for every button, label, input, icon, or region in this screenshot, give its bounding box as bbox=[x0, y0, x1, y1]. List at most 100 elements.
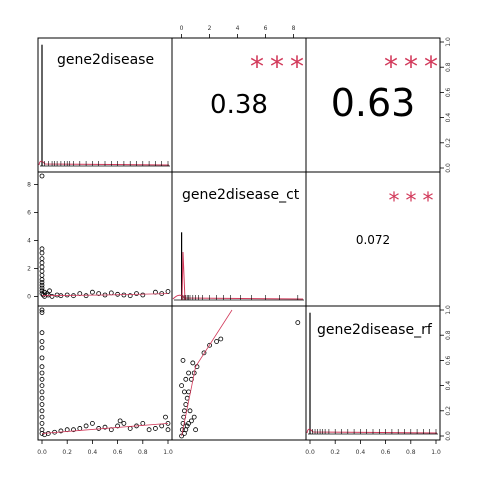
variable-label-gene2disease: gene2disease bbox=[57, 52, 154, 68]
data-point-g2d-ct-12 bbox=[39, 288, 45, 294]
data-point-g2d-rf-8 bbox=[39, 376, 45, 382]
data-point-g2d-rf-0 bbox=[39, 307, 45, 313]
data-point-g2d-ct-25 bbox=[96, 291, 102, 297]
data-point-g2d-ct-35 bbox=[165, 289, 171, 294]
data-point-g2d-rf-25 bbox=[83, 423, 89, 429]
data-point-g2d-ct-31 bbox=[134, 291, 139, 297]
data-point-ct-rf-24 bbox=[179, 383, 185, 389]
left-tick-label-gene2disease_ct-1: 2 bbox=[27, 265, 31, 272]
data-point-ct-rf-14 bbox=[181, 389, 187, 395]
data-point-g2d-rf-26 bbox=[90, 420, 95, 426]
x-tick-label-gene2disease_rf-1: 0.2 bbox=[330, 449, 340, 456]
right-tick-label-0-1: 0.2 bbox=[445, 138, 452, 148]
right-tick-label-2-4: 0.8 bbox=[445, 330, 452, 340]
x-tick-label-gene2disease_rf-3: 0.6 bbox=[381, 449, 391, 456]
data-point-g2d-rf-13 bbox=[39, 408, 45, 414]
data-point-g2d-ct-4 bbox=[39, 260, 45, 266]
top-tick-label-gene2disease_ct-1: 2 bbox=[208, 25, 212, 32]
significance-stars-0: *** bbox=[250, 50, 310, 83]
left-tick-label-gene2disease_ct-4: 8 bbox=[27, 181, 31, 188]
data-point-ct-rf-4 bbox=[181, 408, 187, 414]
data-point-g2d-ct-23 bbox=[83, 293, 89, 299]
data-point-g2d-ct-20 bbox=[64, 292, 70, 298]
data-point-g2d-rf-4 bbox=[39, 345, 45, 351]
data-point-g2d-rf-40 bbox=[163, 414, 168, 420]
data-point-ct-rf-13 bbox=[188, 418, 194, 424]
density-spike-gene2disease_ct bbox=[181, 251, 186, 301]
data-point-ct-rf-29 bbox=[193, 427, 199, 433]
data-point-g2d-ct-38 bbox=[47, 288, 52, 294]
data-point-ct-rf-18 bbox=[207, 342, 213, 348]
data-point-g2d-rf-9 bbox=[39, 383, 45, 389]
data-point-g2d-ct-5 bbox=[39, 264, 45, 270]
data-point-ct-rf-19 bbox=[214, 339, 220, 344]
density-curve-gene2disease_rf bbox=[306, 428, 438, 434]
x-tick-label-gene2disease_rf-2: 0.4 bbox=[356, 449, 366, 456]
data-point-g2d-rf-11 bbox=[39, 395, 45, 401]
data-point-g2d-rf-24 bbox=[77, 426, 83, 431]
data-point-g2d-ct-9 bbox=[39, 279, 45, 285]
data-point-ct-rf-16 bbox=[190, 360, 196, 366]
left-tick-label-gene2disease_ct-2: 4 bbox=[27, 237, 31, 244]
panel-frame-2-0 bbox=[37, 305, 173, 441]
density-curve-gene2disease bbox=[38, 160, 170, 166]
data-point-g2d-ct-1 bbox=[39, 246, 45, 252]
right-tick-label-0-5: 1.0 bbox=[445, 37, 452, 47]
data-point-g2d-rf-5 bbox=[39, 355, 45, 361]
data-point-g2d-ct-17 bbox=[49, 293, 55, 299]
data-point-g2d-rf-21 bbox=[58, 428, 64, 434]
x-tick-label-gene2disease_rf-5: 1.0 bbox=[431, 449, 441, 456]
right-tick-label-2-3: 0.6 bbox=[445, 355, 452, 365]
data-point-g2d-ct-3 bbox=[39, 256, 45, 262]
top-tick-label-gene2disease_ct-0: 0 bbox=[180, 25, 184, 32]
data-point-g2d-rf-3 bbox=[39, 339, 45, 344]
data-point-g2d-rf-36 bbox=[152, 426, 158, 431]
data-point-ct-rf-28 bbox=[191, 414, 197, 420]
right-tick-label-2-0: 0.0 bbox=[445, 431, 452, 441]
correlation-value-0: 0.38 bbox=[210, 90, 268, 120]
data-point-ct-rf-20 bbox=[218, 336, 224, 342]
data-point-g2d-rf-35 bbox=[146, 427, 152, 433]
data-point-g2d-rf-32 bbox=[127, 426, 133, 431]
data-point-g2d-ct-2 bbox=[39, 250, 45, 256]
data-point-g2d-rf-1 bbox=[39, 310, 45, 315]
x-tick-label-gene2disease_rf-4: 0.8 bbox=[406, 449, 416, 456]
data-point-g2d-ct-18 bbox=[54, 292, 60, 298]
left-tick-label-gene2disease_ct-0: 0 bbox=[27, 293, 31, 300]
data-point-g2d-ct-10 bbox=[39, 282, 45, 288]
right-tick-label-2-1: 0.2 bbox=[445, 406, 452, 416]
data-point-ct-rf-26 bbox=[186, 370, 192, 376]
panel-frame-1-0 bbox=[37, 171, 173, 307]
right-tick-label-0-2: 0.4 bbox=[445, 113, 452, 123]
x-tick-label-gene2disease_rf-0: 0.0 bbox=[305, 449, 315, 456]
data-point-ct-rf-21 bbox=[187, 408, 193, 414]
data-point-g2d-rf-39 bbox=[165, 427, 171, 433]
data-point-g2d-rf-41 bbox=[117, 418, 123, 424]
panel-frame-2-2 bbox=[305, 305, 441, 441]
data-point-g2d-ct-30 bbox=[127, 293, 133, 299]
data-point-ct-rf-5 bbox=[183, 402, 189, 407]
right-tick-label-2-2: 0.4 bbox=[445, 381, 452, 391]
x-tick-label-gene2disease-4: 0.8 bbox=[138, 449, 148, 456]
data-point-ct-rf-25 bbox=[183, 376, 189, 382]
data-point-g2d-ct-24 bbox=[90, 289, 95, 295]
left-tick-label-gene2disease_ct-3: 6 bbox=[27, 209, 31, 216]
significance-stars-2: *** bbox=[389, 189, 440, 214]
data-point-ct-rf-17 bbox=[201, 350, 207, 356]
right-tick-label-0-4: 0.8 bbox=[445, 62, 452, 72]
right-tick-label-0-0: 0.0 bbox=[445, 163, 452, 173]
x-tick-label-gene2disease-2: 0.4 bbox=[88, 449, 98, 456]
x-tick-label-gene2disease-0: 0.0 bbox=[37, 449, 47, 456]
data-point-g2d-rf-7 bbox=[39, 370, 45, 376]
x-tick-label-gene2disease-3: 0.6 bbox=[113, 449, 123, 456]
variable-label-gene2disease_ct: gene2disease_ct bbox=[182, 187, 300, 203]
data-point-g2d-ct-11 bbox=[39, 285, 45, 291]
data-point-g2d-rf-34 bbox=[140, 420, 146, 426]
data-point-g2d-rf-28 bbox=[102, 424, 108, 430]
data-point-g2d-rf-12 bbox=[39, 402, 45, 407]
correlation-value-2: 0.072 bbox=[356, 233, 390, 247]
data-point-g2d-rf-10 bbox=[39, 389, 45, 395]
data-point-g2d-ct-0 bbox=[39, 173, 45, 179]
data-point-g2d-rf-23 bbox=[71, 427, 76, 433]
